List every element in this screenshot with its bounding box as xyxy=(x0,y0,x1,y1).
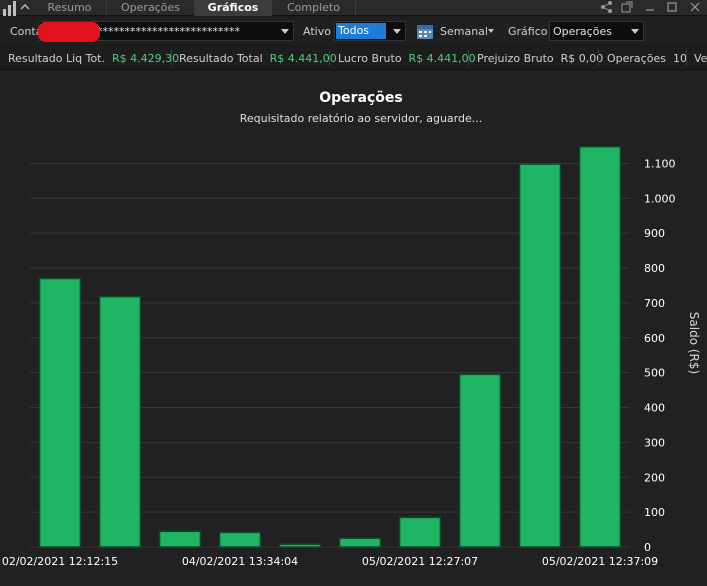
y-axis-label: Saldo (R$) xyxy=(687,312,701,374)
y-tick-label: 100 xyxy=(644,506,665,519)
y-tick-label: 700 xyxy=(644,297,665,310)
bar xyxy=(278,543,322,548)
bar xyxy=(158,530,202,548)
close-icon[interactable] xyxy=(688,0,702,14)
tab-completo[interactable]: Completo xyxy=(272,0,356,16)
x-tick-label: 02/02/2021 12:12:15 xyxy=(2,555,118,568)
y-tick-label: 400 xyxy=(644,402,665,415)
stat-value: R$ 4.441,00 xyxy=(269,52,337,65)
chart-title: Operações xyxy=(319,90,403,106)
y-tick-label: 0 xyxy=(644,541,651,554)
tab-graficos[interactable]: Gráficos xyxy=(195,0,272,16)
stat-label: Ve xyxy=(694,52,707,65)
stat-value: R$ 0,00 xyxy=(560,52,604,65)
chevron-down-icon xyxy=(393,29,401,34)
stat-label: Resultado Total xyxy=(179,52,263,65)
tab-operacoes[interactable]: Operações xyxy=(107,0,195,16)
stat-operacoes: Operações 10 xyxy=(607,52,687,65)
ativo-value: Todos xyxy=(336,23,386,39)
stat-label: Operações xyxy=(607,52,666,65)
chevron-down-icon xyxy=(281,29,289,34)
maximize-icon[interactable] xyxy=(665,0,679,14)
divider xyxy=(468,50,469,66)
stat-resultado-liq: Resultado Liq Tot. R$ 4.429,30 xyxy=(8,52,179,65)
grafico-value: Operações xyxy=(553,25,612,38)
bar xyxy=(38,277,82,548)
stat-value: 10 xyxy=(672,52,687,65)
tab-bar: Resumo Operações Gráficos Completo xyxy=(0,0,707,16)
stat-label: Prejuizo Bruto xyxy=(477,52,554,65)
bar-chart: 0 100 200 300 400 500 600 700 800 900 1.000 1.100 02… xyxy=(2,145,701,568)
y-tick-label: 1.000 xyxy=(644,192,676,205)
y-tick-label: 800 xyxy=(644,262,665,275)
chevron-down-icon[interactable] xyxy=(488,29,494,33)
x-tick-label: 05/02/2021 12:37:09 xyxy=(542,555,658,568)
bar xyxy=(338,537,382,548)
y-tick-label: 500 xyxy=(644,367,665,380)
bar xyxy=(98,295,142,548)
y-tick-label: 300 xyxy=(644,436,665,449)
conta-label: Conta xyxy=(10,25,43,38)
y-tick-label: 1.100 xyxy=(644,157,676,170)
divider xyxy=(329,50,330,66)
grafico-label: Gráfico xyxy=(508,25,548,38)
stat-lucro-bruto: Lucro Bruto R$ 4.441,00 xyxy=(338,52,476,65)
chart-panel: Operações Requisitado relatório ao servi… xyxy=(0,71,707,586)
divider xyxy=(171,50,172,66)
bar xyxy=(398,516,442,548)
bar xyxy=(578,145,622,548)
bar xyxy=(218,531,262,548)
y-tick-label: 600 xyxy=(644,332,665,345)
stat-value: R$ 4.441,00 xyxy=(408,52,476,65)
chevron-down-icon xyxy=(631,29,639,34)
divider xyxy=(598,50,599,66)
ativo-label: Ativo xyxy=(303,25,331,38)
chevron-up-icon[interactable] xyxy=(19,1,31,13)
stat-label: Lucro Bruto xyxy=(338,52,402,65)
stat-label: Resultado Liq Tot. xyxy=(8,52,105,65)
redaction-mark xyxy=(38,22,100,42)
stat-prejuizo-bruto: Prejuizo Bruto R$ 0,00 xyxy=(477,52,603,65)
x-tick-label: 05/02/2021 12:27:07 xyxy=(362,555,478,568)
y-tick-label: 200 xyxy=(644,471,665,484)
minimize-icon[interactable] xyxy=(643,0,657,14)
stat-value: R$ 4.429,30 xyxy=(112,52,180,65)
bar-chart-icon[interactable] xyxy=(2,0,18,16)
ativo-select[interactable]: Todos xyxy=(334,21,406,41)
grafico-select[interactable]: Operações xyxy=(549,21,644,41)
stats-bar: Resultado Liq Tot. R$ 4.429,30 Resultado… xyxy=(0,46,707,70)
x-tick-label: 04/02/2021 13:34:04 xyxy=(182,555,298,568)
popout-icon[interactable] xyxy=(620,0,634,14)
bar xyxy=(458,373,502,548)
chart-subtitle: Requisitado relatório ao servidor, aguar… xyxy=(239,112,483,125)
filter-toolbar: Conta **********************************… xyxy=(0,17,707,45)
bar xyxy=(518,163,562,548)
period-select[interactable]: Semanal xyxy=(440,25,488,38)
stat-resultado-total: Resultado Total R$ 4.441,00 xyxy=(179,52,337,65)
calendar-icon[interactable] xyxy=(416,22,434,40)
share-icon[interactable] xyxy=(600,0,614,14)
y-tick-label: 900 xyxy=(644,227,665,240)
stat-ve: Ve xyxy=(694,52,707,65)
divider xyxy=(686,50,687,66)
tab-resumo[interactable]: Resumo xyxy=(33,0,107,16)
